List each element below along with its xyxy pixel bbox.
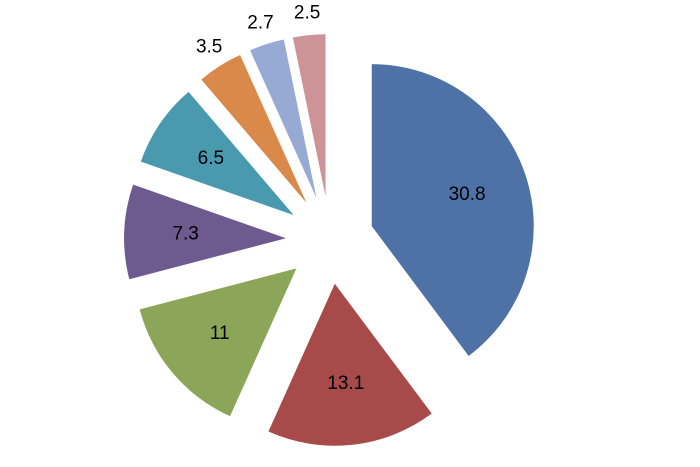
pie-label-0: 30.8	[449, 184, 486, 205]
pie-slices	[124, 34, 534, 446]
pie-slice-7	[292, 34, 326, 197]
pie-label-6: 2.7	[247, 12, 273, 33]
pie-slice-2	[139, 268, 297, 417]
pie-slice-6	[250, 39, 317, 199]
pie-label-7: 2.5	[294, 3, 320, 24]
pie-slice-3	[124, 184, 287, 280]
pie-slice-5	[201, 55, 307, 203]
pie-label-2: 11	[210, 323, 230, 344]
pie-label-3: 7.3	[172, 224, 198, 245]
pie-label-5: 3.5	[196, 37, 222, 58]
pie-slice-0	[371, 64, 534, 356]
pie-label-4: 6.5	[198, 148, 224, 169]
pie-slice-1	[268, 283, 432, 446]
pie-labels: 30.8 13.1 11 7.3 6.5 3.5 2.7 2.5	[172, 3, 485, 394]
pie-label-1: 13.1	[327, 373, 364, 394]
pie-slice-4	[140, 91, 294, 216]
